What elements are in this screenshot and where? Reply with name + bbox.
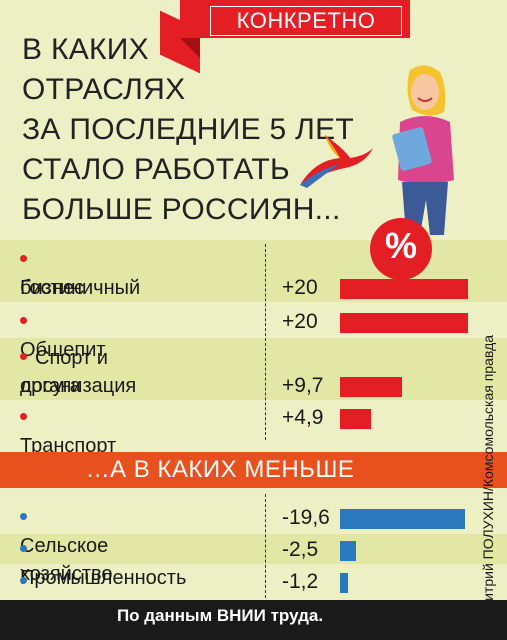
category-text: Гостиничный	[20, 277, 141, 299]
source-note: По данным ВНИИ труда.	[116, 606, 324, 625]
title-line: ОТРАСЛЯХ	[22, 73, 186, 106]
bullet-icon	[20, 413, 27, 421]
section-title: …А В КАКИХ МЕНЬШЕ	[85, 456, 355, 483]
category-label: Гостиничный	[20, 246, 140, 302]
title-line: СТАЛО РАБОТАТЬ	[22, 153, 290, 186]
bar	[340, 409, 371, 429]
category-text: Транспорт	[20, 435, 117, 457]
bullet-icon	[20, 577, 27, 585]
bar	[340, 573, 348, 593]
bullet-icon	[20, 513, 27, 521]
value-label: +20	[282, 310, 318, 333]
category-label: Сельское хозяйство	[20, 504, 113, 588]
bar	[340, 313, 468, 333]
section-banner	[0, 452, 507, 488]
percent-symbol: %	[384, 225, 417, 266]
category-text: Общепит	[20, 339, 106, 361]
bar	[340, 279, 468, 299]
badge-ribbon-tail	[180, 38, 200, 58]
title-line: В КАКИХ	[22, 33, 149, 66]
category-text: Спорт и организация	[20, 347, 137, 397]
bar	[340, 541, 356, 561]
value-label: +20	[282, 276, 318, 299]
category-text: бизнес	[20, 277, 84, 299]
bullet-icon	[20, 545, 27, 553]
bird-illustration	[300, 135, 373, 188]
bullet-icon	[20, 353, 27, 361]
title-line: ЗА ПОСЛЕДНИЕ 5 ЛЕТ	[22, 113, 355, 146]
title-line: БОЛЬШЕ РОССИЯН...	[22, 193, 341, 226]
bullet-icon	[20, 317, 27, 325]
category-label: Общепит	[20, 308, 106, 364]
category-label: Транспорт	[20, 404, 116, 460]
woman-illustration	[392, 65, 454, 235]
category-text: досуга	[20, 375, 81, 397]
footer-bar	[0, 600, 507, 640]
category-label: досуга	[20, 372, 81, 400]
bullet-icon	[20, 255, 27, 263]
value-label: -1,2	[282, 570, 319, 593]
column-divider	[265, 494, 266, 598]
category-label: бизнес	[20, 274, 84, 302]
chart-title: В КАКИХ ОТРАСЛЯХ ЗА ПОСЛЕДНИЕ 5 ЛЕТ СТАЛ…	[22, 30, 355, 230]
category-label: Промышленность	[20, 536, 186, 592]
value-label: +9,7	[282, 374, 324, 397]
category-text: Сельское хозяйство	[20, 535, 113, 585]
category-text: Промышленность	[20, 567, 187, 589]
badge-label: КОНКРЕТНО	[210, 6, 402, 36]
bar	[340, 377, 402, 397]
bar	[340, 509, 465, 529]
percent-badge	[370, 218, 432, 280]
row-band	[0, 534, 507, 564]
column-divider	[265, 244, 266, 440]
value-label: -19,6	[282, 506, 330, 529]
category-label: Спорт и организация	[20, 344, 136, 400]
value-label: +4,9	[282, 406, 324, 429]
row-band	[0, 338, 507, 400]
photo-credit: Дмитрий ПОЛУХИН/Комсомольская правда	[480, 334, 496, 620]
value-label: -2,5	[282, 538, 319, 561]
